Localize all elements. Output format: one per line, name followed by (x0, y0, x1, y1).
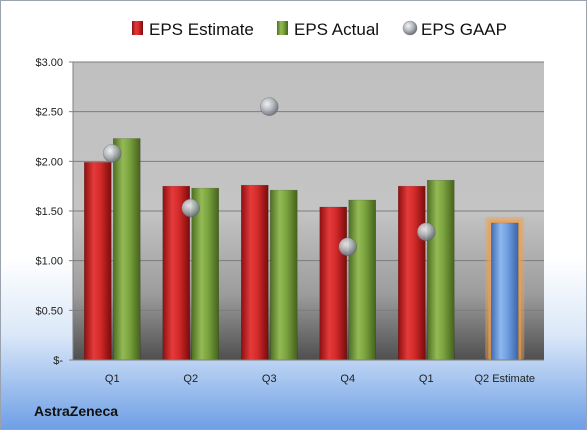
y-tick-label: $2.50 (35, 107, 63, 119)
x-tick-label: Q1 (419, 373, 434, 385)
legend-swatch-estimate (132, 21, 143, 35)
eps-estimate-bar (398, 185, 426, 361)
company-name: AstraZeneca (34, 403, 119, 419)
eps-actual-bar (348, 199, 376, 361)
legend-label-gaap: EPS GAAP (421, 20, 507, 39)
y-tick-label: $0.50 (35, 305, 63, 317)
y-tick-label: $1.00 (35, 256, 63, 268)
gaap-points (102, 97, 436, 257)
legend-label-actual: EPS Actual (294, 20, 379, 39)
legend-label-estimate: EPS Estimate (149, 20, 254, 39)
eps-gaap-point (259, 97, 279, 116)
eps-estimate-bar (84, 162, 112, 361)
y-tick-label: $1.50 (35, 206, 63, 218)
x-tick-label: Q2 Estimate (474, 373, 535, 385)
x-tick-label: Q3 (262, 373, 277, 385)
q2-estimate-bar (491, 222, 519, 361)
y-axis: $- $0.50 $1.00 $1.50 $2.00 $2.50 $3.00 (35, 57, 74, 367)
eps-estimate-bar (319, 206, 347, 361)
y-tick-label: $3.00 (35, 57, 63, 69)
y-tick-label: $2.00 (35, 156, 63, 168)
eps-gaap-point (181, 198, 201, 218)
x-axis: Q1 Q2 Q3 Q4 Q1 Q2 Estimate (73, 359, 544, 385)
legend: EPS Estimate EPS Actual EPS GAAP (132, 20, 507, 39)
eps-estimate-bar (241, 184, 269, 361)
eps-gaap-point (102, 144, 122, 163)
eps-gaap-point (338, 237, 358, 257)
x-tick-label: Q1 (105, 373, 120, 385)
eps-gaap-point (416, 222, 436, 242)
y-tick-label: $- (53, 355, 63, 367)
eps-actual-bar (191, 187, 219, 361)
legend-swatch-actual (277, 21, 288, 35)
x-tick-label: Q2 (183, 373, 198, 385)
x-tick-label: Q4 (340, 373, 355, 385)
eps-actual-bar (427, 179, 455, 361)
eps-actual-bar (270, 189, 298, 361)
eps-actual-bar (113, 138, 141, 361)
legend-swatch-gaap (402, 20, 418, 36)
